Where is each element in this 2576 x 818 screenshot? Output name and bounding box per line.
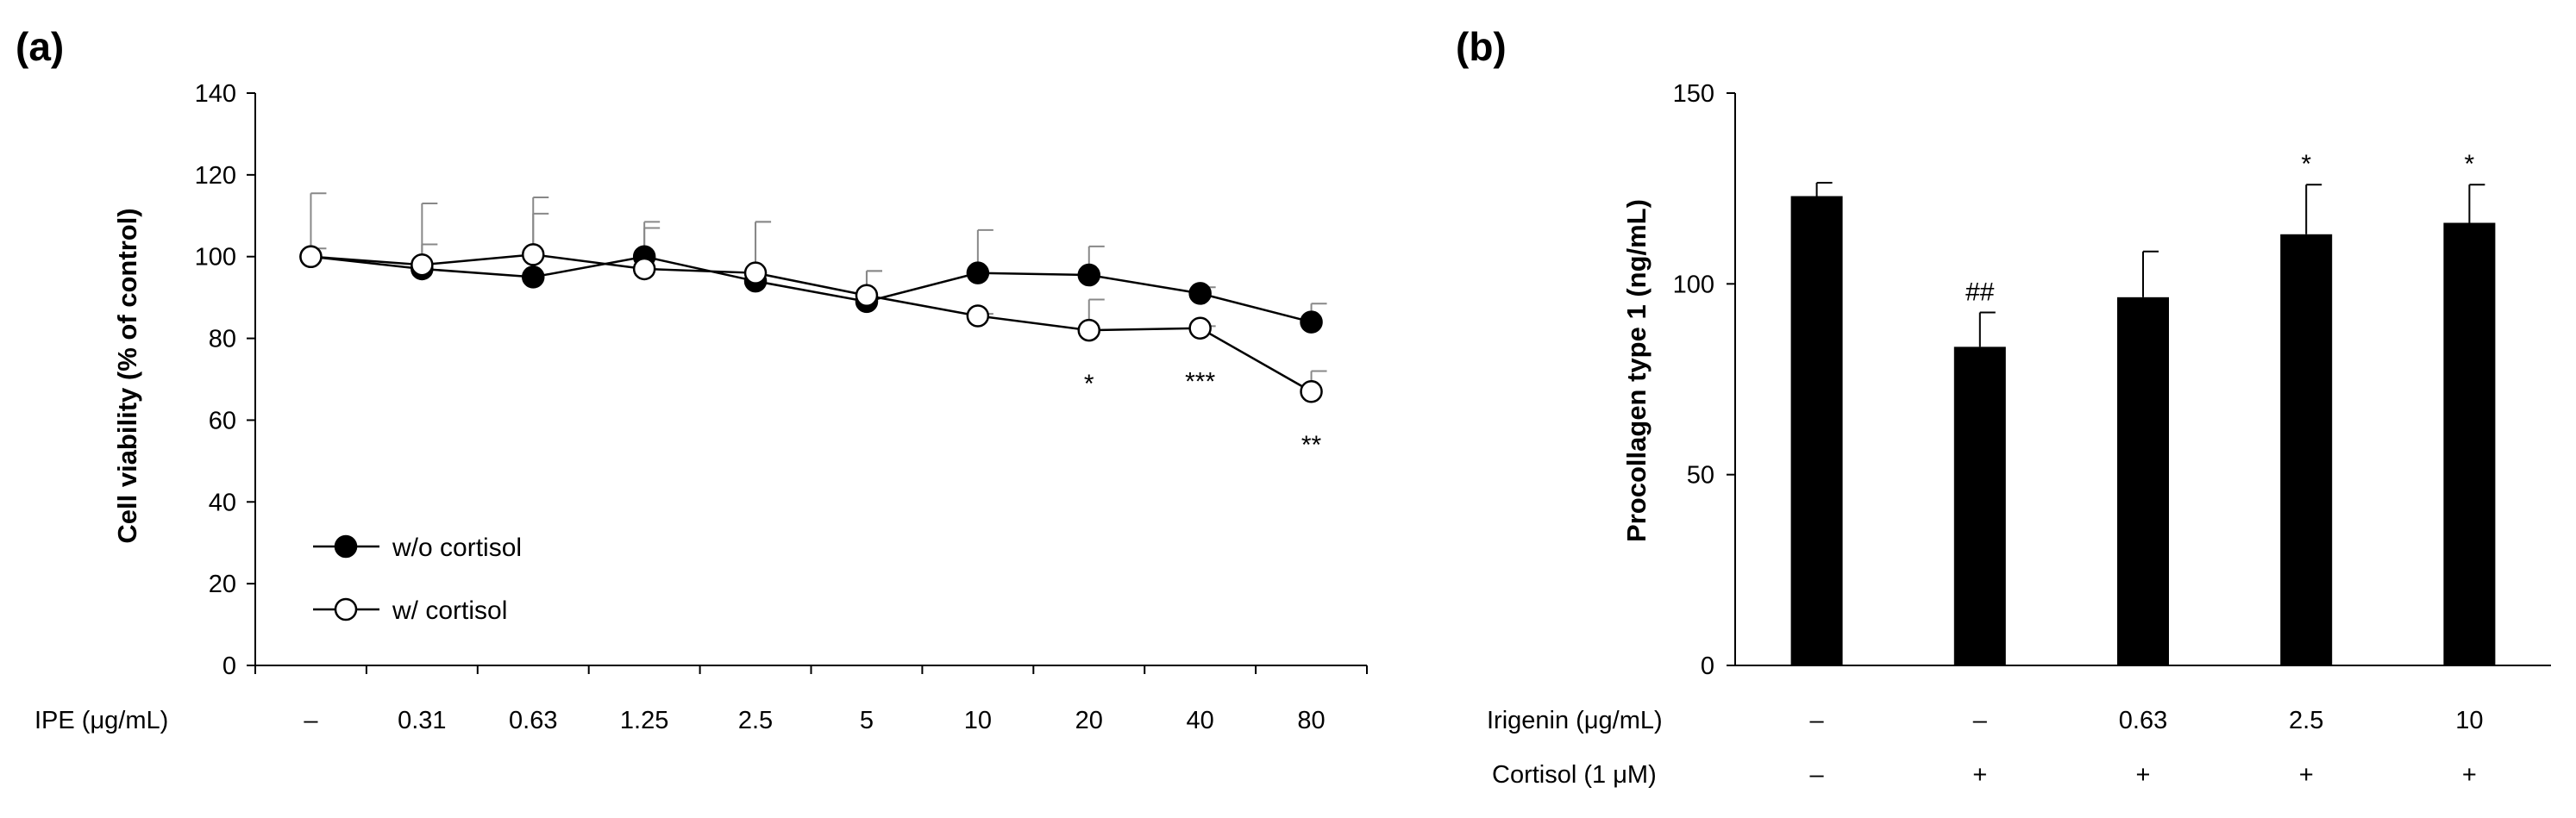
panel-a-y-tick-label: 100 — [195, 244, 236, 272]
legend-marker-w-cortisol — [334, 597, 358, 621]
panel-a-x-tick-label: 10 — [964, 707, 992, 734]
panel-a-series-line-0 — [310, 255, 1312, 323]
panel-a-y-axis-title: Cell viability (% of control) — [112, 208, 142, 543]
panel-b-cortisol-row-label: Cortisol (1 μM) — [1492, 761, 1657, 789]
panel-a-point-wo-cortisol — [1188, 282, 1212, 305]
panel-a-series-lines — [310, 253, 1313, 393]
panel-a-y-tick-label: 20 — [209, 571, 236, 598]
panel-a-x-tick-label: 0.31 — [398, 707, 446, 734]
panel-b-error-bars — [1815, 182, 2485, 347]
panel-a-points — [299, 243, 1323, 403]
panel-b-irigenin-tick-label: 10 — [2455, 707, 2483, 734]
panel-b-y-tick-label: 0 — [1701, 653, 1714, 680]
panel-b-y-tick-label: 150 — [1673, 80, 1714, 108]
panel-a-point-wo-cortisol — [522, 265, 545, 289]
panel-a-y-tick-label: 60 — [209, 407, 236, 434]
panel-a-significance-mark: * — [1084, 370, 1094, 398]
panel-b-cortisol-tick-label: + — [2136, 761, 2151, 789]
panel-a-y-tick-label: 80 — [209, 326, 236, 353]
panel-b-x-ticks: – – – +0.63 +2.5 +10 + — [1810, 707, 2484, 789]
panel-a-x-tick-label: 5 — [860, 707, 874, 734]
panel-b-irigenin-tick-label: 0.63 — [2119, 707, 2167, 734]
panel-a-point-wo-cortisol — [1300, 310, 1323, 334]
panel-a-x-ticks: – 0.31 0.63 1.25 2.5 5 10 20 40 80 — [254, 665, 1368, 734]
panel-a-point-w-cortisol — [966, 304, 990, 328]
panel-b-bar — [2280, 234, 2333, 665]
legend-marker-wo-cortisol — [334, 534, 358, 559]
panel-b-bars — [1790, 196, 2496, 665]
panel-a-point-w-cortisol — [411, 253, 434, 277]
panel-a-y-tick-label: 120 — [195, 162, 236, 190]
panel-b-bar — [2117, 297, 2169, 665]
panel-b-bar — [2443, 222, 2496, 665]
panel-a-point-wo-cortisol — [966, 261, 990, 284]
panel-a-point-wo-cortisol — [1077, 263, 1100, 287]
panel-b-cortisol-tick-label: + — [2462, 761, 2477, 789]
panel-b-irigenin-row-label: Irigenin (μg/mL) — [1487, 707, 1663, 734]
legend-label-w-cortisol: w/ cortisol — [392, 596, 507, 625]
panel-a-series-line-1 — [310, 253, 1313, 393]
panel-a-x-tick-label: 80 — [1297, 707, 1325, 734]
panel-b-irigenin-tick-label: 2.5 — [2289, 707, 2323, 734]
panel-b-significance-mark: * — [2301, 150, 2311, 178]
panel-a-point-w-cortisol — [1077, 318, 1100, 342]
panel-a-label: (a) — [16, 24, 64, 69]
legend-label-wo-cortisol: w/o cortisol — [392, 534, 522, 562]
panel-b-significance-mark: * — [2465, 150, 2475, 178]
panel-a-point-w-cortisol — [1188, 316, 1212, 340]
panel-a-point-w-cortisol — [1300, 379, 1323, 403]
panel-a-point-w-cortisol — [632, 257, 656, 281]
panel-a-x-tick-label: 2.5 — [738, 707, 773, 734]
panel-a-point-w-cortisol — [855, 284, 879, 308]
panel-a-legend: w/o cortisol w/ cortisol — [313, 534, 522, 625]
panel-a-x-tick-label: 0.63 — [509, 707, 557, 734]
panel-b-cortisol-tick-label: – — [1810, 761, 1825, 789]
panel-b-irigenin-tick-label: – — [1973, 707, 1988, 734]
panel-b-irigenin-tick-label: – — [1810, 707, 1825, 734]
panel-b-y-axis-title: Procollagen type 1 (ng/mL) — [1621, 199, 1652, 542]
panel-b-y-tick-label: 50 — [1687, 462, 1714, 490]
panel-b-significance-mark: ## — [1965, 278, 1995, 307]
panel-a-x-tick-label: 20 — [1075, 707, 1103, 734]
panel-a-annotations: * ***** — [1084, 368, 1322, 460]
panel-a-line-chart: (a) Cell viability (% of control) IPE (μ… — [16, 24, 1368, 734]
panel-b-y-tick-label: 100 — [1673, 271, 1714, 298]
panel-a-point-w-cortisol — [743, 261, 768, 284]
panel-b-annotations: ## * * — [1965, 150, 2474, 306]
panel-b-bar-chart: (b) Procollagen type 1 (ng/mL) Irigenin … — [1456, 24, 2551, 789]
panel-b-label: (b) — [1456, 24, 1507, 69]
panel-b-bar — [1953, 347, 2006, 665]
panel-b-bar — [1790, 196, 1843, 665]
panel-b-cortisol-tick-label: + — [1972, 761, 1987, 789]
panel-a-x-row-label: IPE (μg/mL) — [34, 707, 168, 734]
panel-a-point-w-cortisol — [522, 243, 545, 266]
panel-a-x-tick-label: 1.25 — [620, 707, 668, 734]
panel-a-y-tick-label: 140 — [195, 80, 236, 108]
panel-a-significance-mark: ** — [1301, 431, 1322, 459]
panel-a-y-tick-label: 0 — [223, 653, 236, 680]
panel-a-x-tick-label: 40 — [1187, 707, 1214, 734]
panel-b-cortisol-tick-label: + — [2299, 761, 2314, 789]
panel-a-y-ticks: 0 20 40 60 80 100 120 140 — [195, 80, 255, 680]
panel-a-x-tick-label: – — [304, 707, 318, 734]
panel-a-point-w-cortisol — [299, 245, 323, 268]
panel-b-y-ticks: 0 50 100 150 — [1673, 80, 1735, 680]
panel-a-significance-mark: *** — [1185, 368, 1215, 397]
panel-a-y-tick-label: 40 — [209, 489, 236, 516]
